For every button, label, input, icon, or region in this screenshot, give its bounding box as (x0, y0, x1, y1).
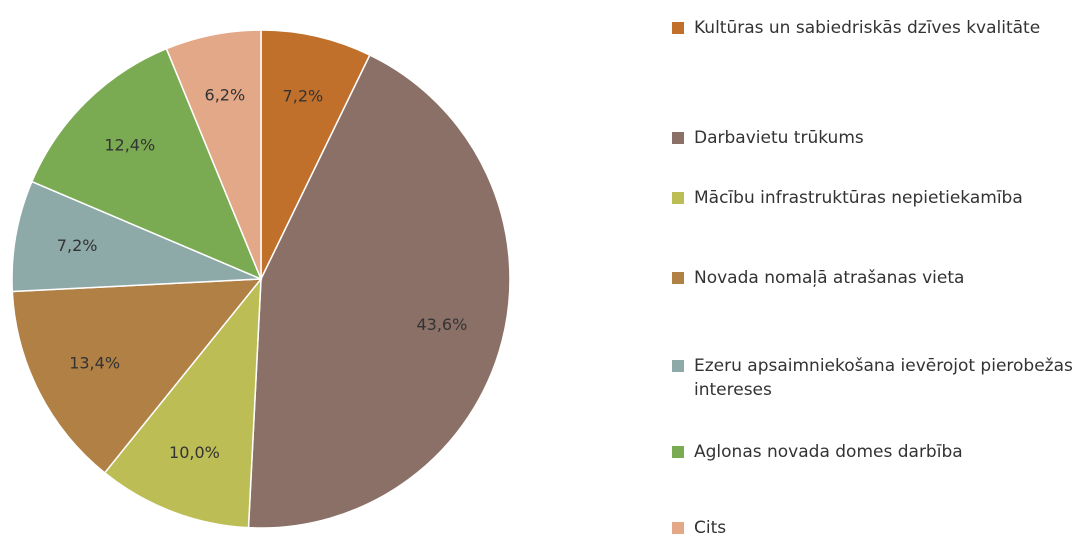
legend-label: Aglonas novada domes darbība (694, 442, 963, 462)
legend-item: Ezeru apsaimniekošana ievērojot pierobež… (672, 354, 1084, 402)
chart: 7,2% 43,6% 10,0% 13,4% 7,2% 12,4% 6,2% (11, 29, 511, 529)
legend-label: Kultūras un sabiedriskās dzīves kvalitāt… (694, 18, 1041, 38)
data-label: 10,0% (169, 443, 220, 462)
legend-swatch (672, 272, 684, 284)
pie-slice (30, 47, 263, 281)
legend-item: Mācību infrastruktūras nepietiekamība (672, 186, 1084, 210)
legend-swatch (672, 22, 684, 34)
legend-label: Cits (694, 518, 727, 538)
data-label: 13,4% (69, 353, 120, 372)
pie-slice (260, 29, 371, 280)
data-label: 12,4% (104, 136, 155, 155)
legend-item: Novada nomaļā atrašanas vieta (672, 266, 1084, 290)
legend-item: Kultūras un sabiedriskās dzīves kvalitāt… (672, 16, 1084, 40)
legend-swatch (672, 192, 684, 204)
legend-label: Novada nomaļā atrašanas vieta (694, 268, 965, 288)
legend-swatch (672, 446, 684, 458)
legend-swatch (672, 132, 684, 144)
legend-label: Ezeru apsaimniekošana ievērojot pierobež… (694, 356, 1073, 400)
data-label: 43,6% (416, 315, 467, 334)
pie-slice (165, 29, 262, 280)
data-label: 6,2% (205, 85, 246, 104)
legend-label: Mācību infrastruktūras nepietiekamība (694, 188, 1023, 208)
legend-swatch (672, 522, 684, 534)
pie-slice (103, 276, 262, 529)
pie-slice (247, 54, 511, 529)
data-label: 7,2% (283, 87, 324, 106)
pie-slice (11, 278, 263, 474)
legend-swatch (672, 360, 684, 372)
pie-slice (11, 180, 262, 293)
legend-item: Aglonas novada domes darbība (672, 440, 1084, 464)
legend-item: Cits (672, 516, 1084, 540)
legend-label: Darbavietu trūkums (694, 128, 864, 148)
legend-item: Darbavietu trūkums (672, 126, 1084, 150)
data-label: 7,2% (57, 236, 98, 255)
